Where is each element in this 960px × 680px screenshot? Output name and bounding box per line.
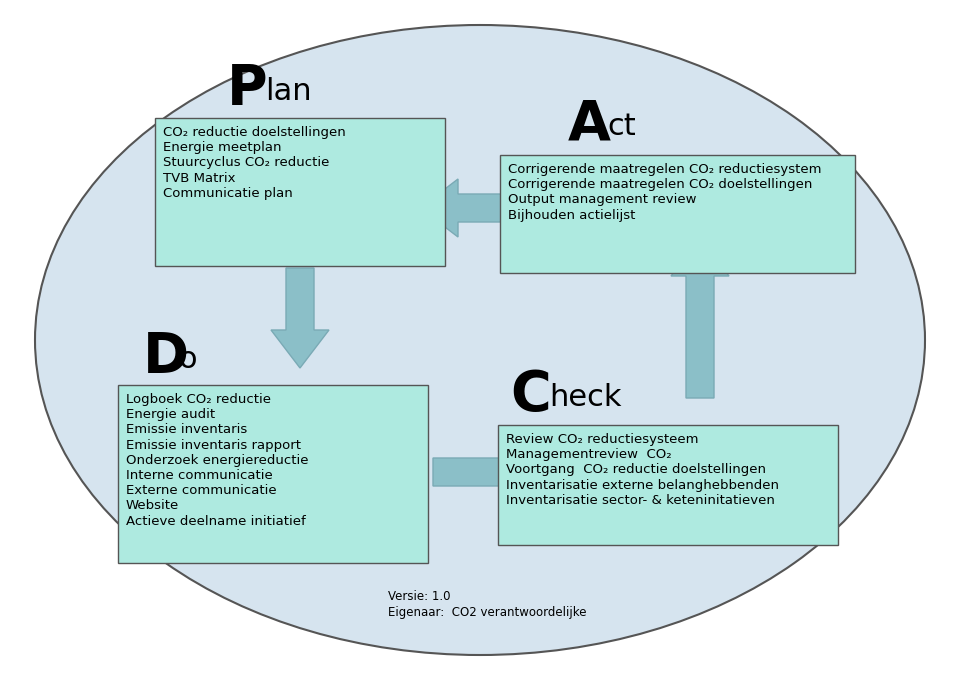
Text: o: o	[178, 345, 197, 374]
Text: Actieve deelname initiatief: Actieve deelname initiatief	[126, 515, 305, 528]
Text: P: P	[227, 62, 268, 116]
Ellipse shape	[35, 25, 925, 655]
Text: Energie audit: Energie audit	[126, 408, 215, 421]
Text: Review CO₂ reductiesysteem: Review CO₂ reductiesysteem	[506, 433, 699, 446]
Text: Voortgang  CO₂ reductie doelstellingen: Voortgang CO₂ reductie doelstellingen	[506, 463, 766, 477]
Text: Emissie inventaris: Emissie inventaris	[126, 424, 248, 437]
Bar	[118, 385, 428, 563]
Bar	[500, 155, 855, 273]
Polygon shape	[271, 268, 329, 368]
Text: Energie meetplan: Energie meetplan	[163, 141, 281, 154]
Text: lan: lan	[265, 77, 312, 106]
Bar	[498, 425, 838, 545]
Text: Eigenaar:  CO2 verantwoordelijke: Eigenaar: CO2 verantwoordelijke	[388, 606, 587, 619]
Text: Communicatie plan: Communicatie plan	[163, 187, 293, 200]
Text: Inventarisatie externe belanghebbenden: Inventarisatie externe belanghebbenden	[506, 479, 779, 492]
Text: Versie: 1.0: Versie: 1.0	[388, 590, 450, 603]
Polygon shape	[433, 443, 543, 501]
Text: Logboek CO₂ reductie: Logboek CO₂ reductie	[126, 393, 271, 406]
Text: Corrigerende maatregelen CO₂ reductiesystem: Corrigerende maatregelen CO₂ reductiesys…	[508, 163, 822, 176]
Text: Interne communicatie: Interne communicatie	[126, 469, 273, 482]
Text: Corrigerende maatregelen CO₂ doelstellingen: Corrigerende maatregelen CO₂ doelstellin…	[508, 178, 812, 191]
Polygon shape	[671, 238, 729, 398]
Text: heck: heck	[549, 383, 621, 412]
Bar	[155, 118, 445, 266]
Text: Emissie inventaris rapport: Emissie inventaris rapport	[126, 439, 301, 452]
Text: TVB Matrix: TVB Matrix	[163, 171, 235, 184]
Text: A: A	[568, 97, 611, 151]
Text: ct: ct	[607, 112, 636, 141]
Text: Onderzoek energiereductie: Onderzoek energiereductie	[126, 454, 308, 466]
Text: CO₂ reductie doelstellingen: CO₂ reductie doelstellingen	[163, 126, 346, 139]
Text: Website: Website	[126, 499, 180, 513]
Text: Bijhouden actielijst: Bijhouden actielijst	[508, 209, 636, 222]
Text: Inventarisatie sector- & keteninitatieven: Inventarisatie sector- & keteninitatieve…	[506, 494, 775, 507]
Text: Output management review: Output management review	[508, 193, 697, 207]
Text: C: C	[510, 368, 551, 422]
Text: D: D	[143, 330, 189, 384]
Text: Externe communicatie: Externe communicatie	[126, 484, 276, 497]
Polygon shape	[420, 179, 530, 237]
Text: Stuurcyclus CO₂ reductie: Stuurcyclus CO₂ reductie	[163, 156, 329, 169]
Text: Managementreview  CO₂: Managementreview CO₂	[506, 448, 672, 461]
